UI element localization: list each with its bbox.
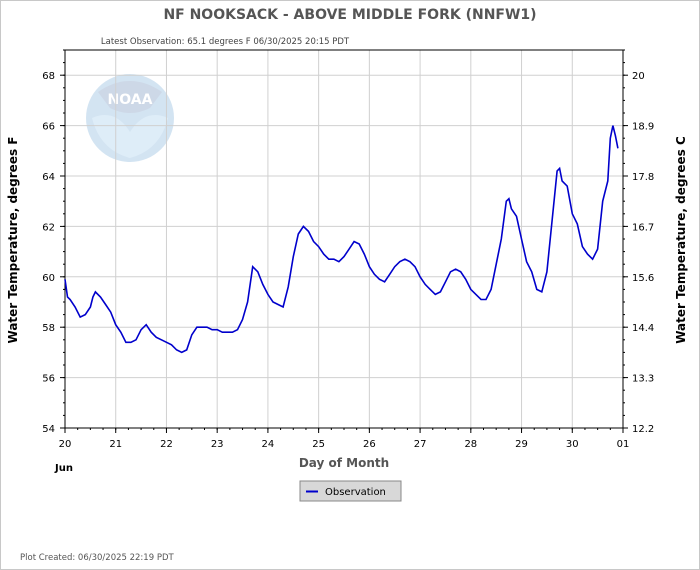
y-tick-label-left: 66 (42, 122, 55, 133)
x-tick-label: 28 (464, 439, 477, 450)
y-tick-label-right: 13.3 (632, 374, 654, 385)
plot-created: Plot Created: 06/30/2025 22:19 PDT (20, 553, 174, 563)
x-tick-label: 20 (59, 439, 72, 450)
y-axis-label-right: Water Temperature, degrees C (674, 136, 688, 344)
x-tick-label: 29 (515, 439, 528, 450)
axis-ticks (60, 49, 628, 433)
legend-entry-observation: Observation (325, 487, 386, 498)
y-tick-label-right: 18.9 (632, 122, 654, 133)
y-tick-label-right: 17.8 (632, 172, 654, 183)
latest-observation: Latest Observation: 65.1 degrees F 06/30… (101, 37, 350, 47)
y-tick-label-right: 12.2 (632, 424, 654, 435)
legend-box (299, 480, 402, 502)
month-label: Jun (54, 463, 73, 474)
x-tick-label: 01 (617, 439, 630, 450)
y-tick-label-left: 58 (42, 323, 55, 334)
y-axis-label-left: Water Temperature, degrees F (6, 137, 20, 344)
noaa-logo: NOAA (86, 74, 174, 162)
observation-series-line (64, 125, 619, 354)
grid (65, 50, 623, 428)
y-tick-label-left: 54 (42, 424, 55, 435)
y-tick-label-left: 68 (42, 71, 55, 82)
legend: Observation (299, 480, 402, 502)
x-axis-label: Day of Month (299, 456, 389, 470)
y-tick-label-right: 14.4 (632, 323, 654, 334)
x-tick-label: 30 (566, 439, 579, 450)
y-tick-label-right: 15.6 (632, 273, 654, 284)
y-tick-label-left: 56 (42, 374, 55, 385)
y-tick-label-left: 64 (42, 172, 55, 183)
y-tick-labels-left: 54 56 58 60 62 64 66 68 (42, 71, 55, 435)
y-tick-label-left: 62 (42, 222, 55, 233)
x-tick-label: 21 (109, 439, 122, 450)
x-tick-labels: 20 21 22 23 24 25 26 27 28 29 30 01 (59, 439, 630, 450)
y-tick-label-right: 16.7 (632, 222, 654, 233)
chart-title: NF NOOKSACK - ABOVE MIDDLE FORK (NNFW1) (163, 7, 536, 23)
x-tick-label: 26 (363, 439, 376, 450)
x-tick-label: 23 (211, 439, 224, 450)
x-tick-label: 27 (414, 439, 427, 450)
noaa-logo-text: NOAA (108, 92, 153, 108)
y-tick-label-right: 20 (632, 71, 645, 82)
y-tick-label-left: 60 (42, 273, 55, 284)
y-tick-labels-right: 12.2 13.3 14.4 15.6 16.7 17.8 18.9 20 (632, 71, 654, 435)
x-tick-label: 24 (262, 439, 275, 450)
x-tick-label: 25 (312, 439, 325, 450)
x-tick-label: 22 (160, 439, 173, 450)
